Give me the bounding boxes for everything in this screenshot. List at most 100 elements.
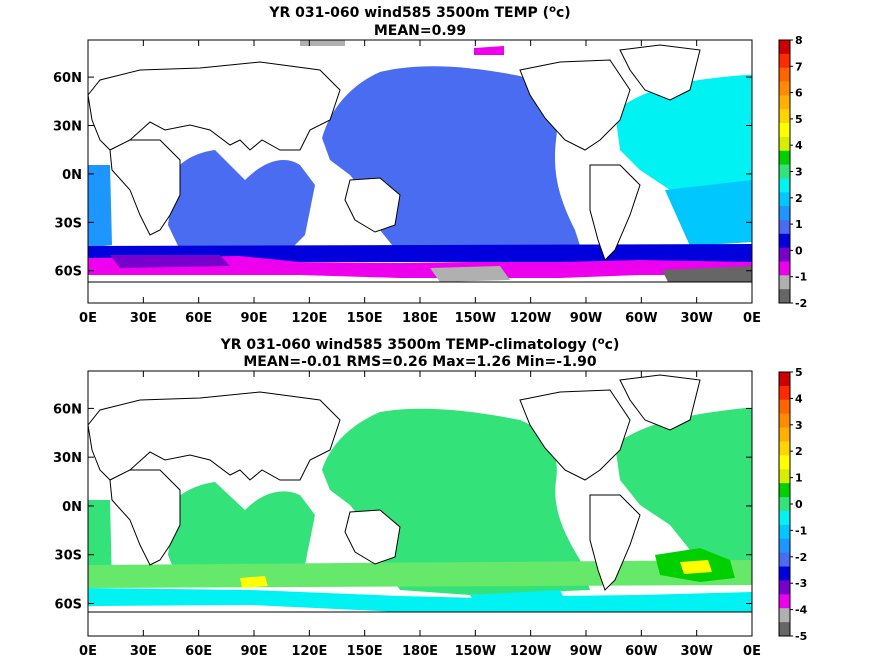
colorbar-tick-label: 4 <box>795 139 803 152</box>
x-tick-label: 0E <box>743 644 761 659</box>
panel-1-field-southern-magenta <box>88 256 752 278</box>
colorbar-tick-label: 5 <box>795 113 803 126</box>
colorbar-swatch <box>779 192 790 207</box>
x-tick-label: 0E <box>743 311 761 326</box>
x-tick-label: 30E <box>130 644 157 659</box>
y-tick-label: 0N <box>62 500 82 515</box>
colorbar-swatch <box>779 580 790 595</box>
panel-1-title: YR 031-060 wind585 3500m TEMP (oc) <box>268 4 570 21</box>
colorbar-swatch <box>779 178 790 193</box>
colorbar-swatch <box>779 455 790 470</box>
colorbar-swatch <box>779 510 790 526</box>
panel-1-field-west-africa <box>88 165 112 248</box>
x-tick-label: 90E <box>241 311 268 326</box>
x-tick-label: 60W <box>625 311 657 326</box>
y-tick-label: 60N <box>53 71 82 86</box>
panel-2-x-ticks: 0E 30E 60E 90E 120E 150E 180E 150W 120W 90W 60W 30W… <box>79 371 761 659</box>
x-tick-label: 60E <box>185 644 212 659</box>
panel-1-x-ticks: 0E 30E 60E 90E 120E 150E 180E 150W 120W 90W 60W 30W… <box>79 40 761 326</box>
x-tick-label: 150E <box>347 644 383 659</box>
colorbar-tick-label: -3 <box>795 577 807 590</box>
colorbar-swatch <box>779 206 790 221</box>
panel-2-field-pacific-cyan <box>470 590 570 612</box>
colorbar-swatch <box>779 399 790 415</box>
x-tick-label: 120W <box>510 311 551 326</box>
colorbar-tick-label: 3 <box>795 419 803 432</box>
colorbar-swatch <box>779 81 790 96</box>
colorbar-swatch <box>779 123 790 138</box>
x-tick-label: 90W <box>570 311 602 326</box>
x-tick-label: 120E <box>291 644 327 659</box>
colorbar-swatch <box>779 109 790 124</box>
y-tick-label: 60S <box>55 265 82 280</box>
panel-1-field-arctic-gray <box>300 40 345 46</box>
x-tick-label: 150W <box>455 311 496 326</box>
colorbar-swatch <box>779 497 790 512</box>
y-tick-label: 60N <box>53 402 82 417</box>
colorbar-swatch <box>779 164 790 179</box>
y-tick-label: 30N <box>53 451 82 466</box>
panel-1-field-southern-purple <box>110 255 230 268</box>
colorbar-tick-label: 1 <box>795 472 803 485</box>
colorbar-tick-label: -5 <box>795 630 807 643</box>
panel-1-field-ross <box>430 266 510 282</box>
colorbar-tick-label: 2 <box>795 445 803 458</box>
colorbar-tick-label: 7 <box>795 60 803 73</box>
colorbar-swatch <box>779 566 790 581</box>
colorbar-swatch <box>779 150 790 166</box>
colorbar-swatch <box>779 95 790 110</box>
panel-2-y-ticks: 60N 30N 0N 30S 60S <box>53 402 752 612</box>
panel-1-y-ticks: 60N 30N 0N 30S 60S <box>53 71 752 280</box>
colorbar-swatch <box>779 275 790 290</box>
colorbar-tick-label: 1 <box>795 218 803 231</box>
colorbar-tick-label: 4 <box>795 392 803 405</box>
colorbar-tick-label: 8 <box>795 34 803 47</box>
colorbar-swatch <box>779 247 790 262</box>
colorbar-swatch <box>779 385 790 401</box>
colorbar-tick-label: -2 <box>795 297 807 310</box>
colorbar-swatch <box>779 233 790 249</box>
x-tick-label: 90E <box>241 644 268 659</box>
colorbar-tick-label: 3 <box>795 166 803 179</box>
colorbar-swatch <box>779 552 790 568</box>
panel-1-colorbar: 8 7 6 5 4 3 2 1 0 -1 -2 <box>778 34 807 310</box>
colorbar-tick-label: -2 <box>795 551 807 564</box>
colorbar-swatch <box>779 594 790 609</box>
x-tick-label: 150W <box>455 644 496 659</box>
panel-1-field-weddell <box>662 266 752 282</box>
x-tick-label: 90W <box>570 644 602 659</box>
y-tick-label: 30S <box>55 549 82 564</box>
colorbar-tick-label: 5 <box>795 366 803 379</box>
panel-1-field-arctic <box>474 46 504 55</box>
panel-2-field-southern-cyan <box>88 588 752 614</box>
colorbar-tick-label: -1 <box>795 271 807 284</box>
colorbar-swatch <box>779 136 790 152</box>
colorbar-swatch <box>779 608 790 623</box>
panel-2-map <box>88 371 752 636</box>
colorbar-tick-label: -4 <box>795 604 808 617</box>
panel-2-field-indian <box>168 482 315 585</box>
x-tick-label: 150E <box>347 311 383 326</box>
colorbar-swatch <box>779 524 790 540</box>
colorbar-swatch <box>779 483 790 498</box>
colorbar-tick-label: 6 <box>795 87 803 100</box>
colorbar-swatch <box>779 261 790 276</box>
panel-1-continents <box>88 44 752 303</box>
panel-2-subtitle: MEAN=-0.01 RMS=0.26 Max=1.26 Min=-1.90 <box>243 354 597 370</box>
panel-1: YR 031-060 wind585 3500m TEMP (oc) MEAN=… <box>53 4 807 326</box>
colorbar-swatch <box>779 413 790 429</box>
colorbar-swatch <box>779 289 790 304</box>
colorbar-swatch <box>779 219 790 235</box>
colorbar-swatch <box>779 67 790 83</box>
colorbar-swatch <box>779 538 790 554</box>
x-tick-label: 120E <box>291 311 327 326</box>
x-tick-label: 30W <box>680 311 712 326</box>
panel-2-field-warm-yellow <box>240 576 268 588</box>
x-tick-label: 60E <box>185 311 212 326</box>
colorbar-tick-label: 2 <box>795 192 803 205</box>
colorbar-swatch <box>779 469 790 484</box>
x-tick-label: 180E <box>402 644 438 659</box>
y-tick-label: 60S <box>55 597 82 612</box>
